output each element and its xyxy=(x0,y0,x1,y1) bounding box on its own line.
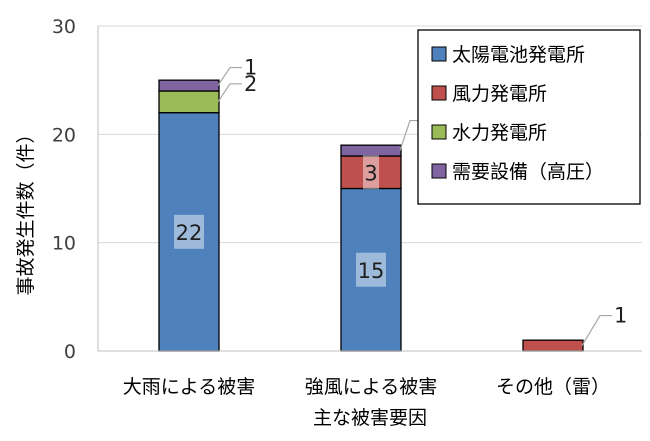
legend-entry-label: 太陽電池発電所 xyxy=(452,44,585,66)
bar-segment xyxy=(340,144,402,157)
legend-box xyxy=(417,29,641,205)
data-label-background xyxy=(363,155,379,190)
x-axis-categories: 大雨による被害 強風による被害 その他（雷） xyxy=(123,376,610,398)
x-category-label: その他（雷） xyxy=(496,376,610,398)
bar-segment xyxy=(522,339,584,352)
y-axis-title: 事故発生件数（件） xyxy=(15,124,37,295)
legend-entry-label: 水力発電所 xyxy=(452,122,547,144)
y-tick-label: 30 xyxy=(52,16,76,38)
y-tick-label: 0 xyxy=(64,341,76,363)
legend-entry-label: 風力発電所 xyxy=(452,83,547,105)
data-labels: 221215311 xyxy=(174,56,627,346)
data-label-background xyxy=(356,252,386,287)
y-tick-label: 20 xyxy=(52,124,76,146)
bar-segment xyxy=(340,187,402,352)
data-label: 2 xyxy=(244,72,257,96)
legend-swatch xyxy=(431,163,447,179)
bars xyxy=(158,79,584,352)
axes xyxy=(97,26,642,352)
data-label: 1 xyxy=(614,304,627,328)
legend-swatch xyxy=(431,85,447,101)
bar-segment xyxy=(158,79,220,92)
data-label: 15 xyxy=(358,259,385,283)
y-tick-label: 10 xyxy=(52,233,76,255)
x-axis-title: 主な被害要因 xyxy=(313,407,427,429)
legend-swatch xyxy=(431,124,447,140)
legend-swatch xyxy=(431,46,447,62)
legend-entry-label: 需要設備（高圧） xyxy=(452,161,604,183)
callout-leader-line xyxy=(217,66,242,86)
x-category-label: 大雨による被害 xyxy=(123,376,255,398)
y-axis-ticks: 0 10 20 30 xyxy=(52,16,76,363)
data-label: 22 xyxy=(176,221,203,245)
data-label: 1 xyxy=(244,56,257,80)
bar-segment xyxy=(158,112,220,352)
bar-segment xyxy=(158,90,220,114)
x-category-label: 強風による被害 xyxy=(305,376,437,398)
data-label: 3 xyxy=(364,161,377,185)
data-label-background xyxy=(174,214,204,249)
callout-leader-line xyxy=(217,83,242,103)
callout-leader-line xyxy=(581,314,612,346)
